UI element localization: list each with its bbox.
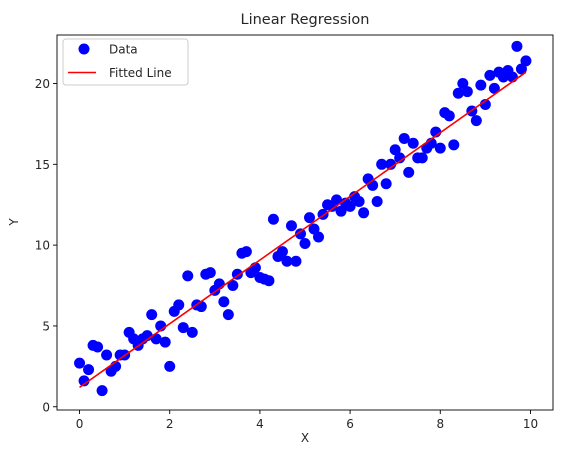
- data-point-2: [83, 364, 95, 376]
- data-point-53: [313, 231, 325, 243]
- data-point-82: [443, 110, 455, 122]
- data-point-86: [461, 86, 473, 98]
- data-point-37: [240, 246, 252, 258]
- data-point-24: [182, 270, 194, 282]
- data-point-51: [304, 212, 316, 224]
- data-point-5: [96, 385, 108, 397]
- legend-box: [62, 38, 189, 86]
- data-point-22: [173, 299, 185, 311]
- data-point-97: [511, 40, 523, 52]
- x-axis-title: X: [301, 431, 309, 445]
- axes: 0 2 4 6 8 10 0 5 10 15 20: [35, 77, 538, 431]
- data-point-63: [358, 207, 370, 219]
- y-tick-label: 0: [42, 400, 50, 414]
- data-point-25: [186, 326, 198, 338]
- chart-title: Linear Regression: [241, 12, 370, 28]
- data-point-91: [484, 69, 496, 81]
- x-tick-label: 0: [76, 417, 84, 431]
- data-point-85: [457, 77, 469, 89]
- x-tick-label: 8: [436, 417, 444, 431]
- legend-label-fitted-line: Fitted Line: [109, 66, 172, 80]
- legend: Data Fitted Line: [62, 38, 189, 86]
- x-tick-label: 2: [166, 417, 174, 431]
- data-point-72: [398, 132, 410, 144]
- data-point-62: [353, 195, 365, 207]
- legend-marker-data: [78, 43, 90, 55]
- data-point-57: [331, 194, 343, 206]
- data-point-45: [276, 246, 288, 258]
- plot-area: [74, 40, 532, 397]
- data-point-33: [222, 309, 234, 321]
- data-point-66: [371, 195, 383, 207]
- data-point-65: [367, 179, 379, 191]
- y-tick-label: 10: [35, 239, 50, 253]
- data-point-90: [479, 99, 491, 111]
- y-tick-label: 5: [42, 319, 50, 333]
- plot-frame: [56, 34, 554, 411]
- data-point-48: [290, 255, 302, 267]
- data-point-76: [416, 152, 428, 164]
- data-point-80: [434, 142, 446, 154]
- data-point-0: [74, 357, 86, 369]
- y-tick-label: 15: [35, 158, 50, 172]
- data-point-34: [227, 280, 239, 292]
- x-tick-label: 10: [523, 417, 538, 431]
- data-point-46: [281, 255, 293, 267]
- data-point-16: [146, 309, 158, 321]
- data-point-20: [164, 360, 176, 372]
- data-point-23: [177, 322, 189, 334]
- data-point-32: [218, 296, 230, 308]
- data-point-89: [475, 79, 487, 91]
- fitted-line: [79, 71, 527, 389]
- data-point-4: [92, 341, 104, 353]
- data-point-99: [520, 55, 532, 67]
- data-point-92: [488, 82, 500, 94]
- data-point-68: [380, 178, 392, 190]
- data-point-71: [394, 152, 406, 164]
- legend-label-data: Data: [109, 43, 138, 57]
- data-point-60: [344, 200, 356, 212]
- x-tick-label: 4: [256, 417, 264, 431]
- data-point-1: [78, 375, 90, 387]
- data-point-27: [195, 301, 207, 313]
- data-point-73: [403, 166, 415, 178]
- data-point-50: [299, 238, 311, 250]
- y-tick-label: 20: [35, 77, 50, 91]
- data-point-67: [376, 158, 388, 170]
- data-point-83: [448, 139, 460, 151]
- data-point-19: [159, 336, 171, 348]
- data-point-29: [204, 267, 216, 279]
- data-point-52: [308, 223, 320, 235]
- data-point-42: [263, 275, 275, 287]
- data-point-88: [470, 115, 482, 127]
- data-point-6: [101, 349, 113, 361]
- data-point-84: [452, 87, 464, 99]
- y-axis-title: Y: [7, 218, 21, 227]
- x-tick-label: 6: [346, 417, 354, 431]
- data-point-58: [335, 205, 347, 217]
- data-point-74: [407, 137, 419, 149]
- data-point-98: [515, 63, 527, 75]
- data-point-69: [385, 158, 397, 170]
- data-point-49: [294, 228, 306, 240]
- data-point-43: [267, 213, 279, 225]
- data-point-70: [389, 144, 401, 156]
- data-point-47: [285, 220, 297, 232]
